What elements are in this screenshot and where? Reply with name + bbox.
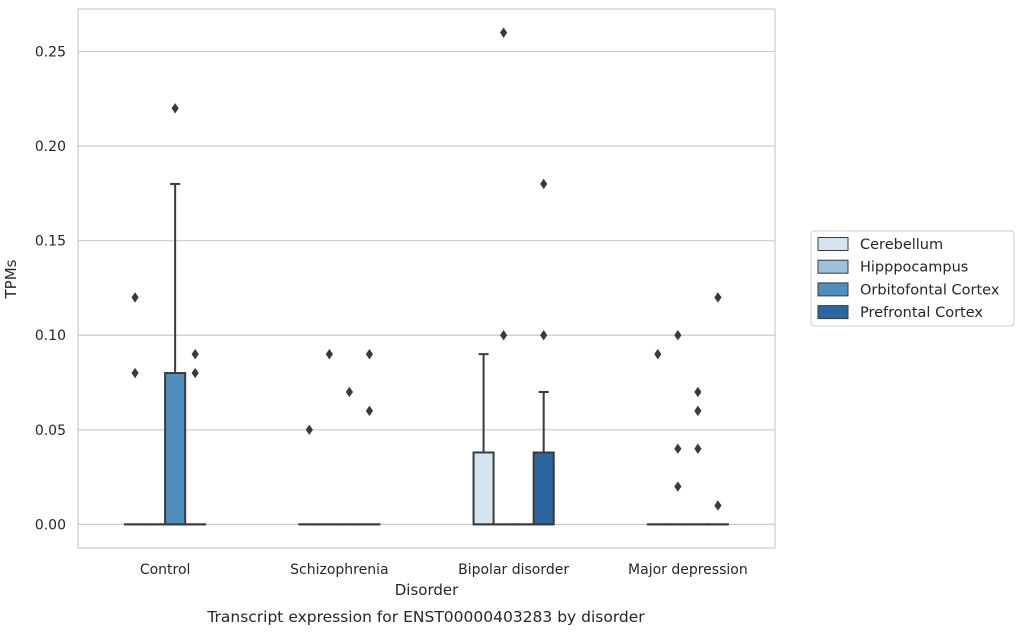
legend-label: Prefrontal Cortex [860, 305, 983, 321]
box-2-1 [338, 386, 361, 526]
y-tick-label: 0.05 [35, 423, 66, 439]
box-0-1 [298, 424, 321, 526]
box-1-3 [666, 330, 689, 526]
x-tick-labels: Control Schizophrenia Bipolar disorder Majo… [140, 562, 748, 578]
outlier-point [171, 103, 179, 114]
outlier-point [714, 500, 722, 511]
legend-label: Cerebellum [860, 237, 943, 253]
outlier-point [345, 386, 353, 398]
outlier-point [191, 348, 199, 360]
outlier-point [365, 348, 374, 360]
y-tick-label: 0.25 [35, 45, 66, 61]
legend-swatch [817, 282, 849, 297]
plot-frame [77, 8, 776, 549]
legend-label: Hipppocampus [860, 260, 968, 276]
box-body [472, 451, 495, 526]
box-0-2 [472, 353, 495, 526]
box-0-0 [124, 292, 147, 526]
box-body [532, 451, 555, 526]
legend-swatch [817, 237, 849, 251]
legend-swatch [817, 259, 849, 274]
legend-label: Orbitofontal Cortex [860, 282, 1000, 298]
x-tick-label: Schizophrenia [290, 562, 388, 578]
chart-title: Transcript expression for ENST0000040328… [206, 608, 645, 626]
box-plots [124, 27, 729, 526]
x-tick-label: Control [140, 562, 191, 578]
outlier-point [365, 405, 374, 417]
outlier-point [654, 348, 662, 360]
outlier-point [674, 481, 682, 492]
outlier-point [325, 348, 333, 360]
box-3-3 [706, 292, 729, 526]
y-tick-label: 0.15 [35, 234, 66, 250]
box-1-1 [318, 348, 341, 526]
outlier-point [305, 424, 313, 435]
y-tick-labels: 0.00 0.05 0.10 0.15 0.20 0.25 [35, 45, 66, 534]
box-2-3 [686, 386, 709, 526]
box-body [164, 372, 187, 526]
outlier-point [131, 292, 139, 303]
legend-swatch [817, 305, 849, 320]
box-0-3 [646, 348, 669, 526]
box-3-1 [358, 348, 381, 526]
box-3-0 [184, 348, 207, 526]
x-axis-label: Disorder [395, 581, 459, 599]
y-axis-label: TPMs [2, 259, 20, 299]
outlier-point [714, 292, 722, 303]
outlier-point [540, 178, 548, 190]
outlier-point [191, 367, 199, 379]
y-tick-label: 0.20 [35, 139, 66, 155]
box-2-0 [164, 103, 187, 526]
box-3-2 [532, 178, 555, 526]
outlier-point [500, 330, 508, 341]
outlier-point [694, 386, 702, 398]
outlier-point [131, 367, 139, 379]
outlier-point [540, 330, 548, 341]
legend-frame [810, 230, 1015, 327]
legend: Cerebellum Hipppocampus Orbitofontal Corte… [810, 230, 1015, 327]
box-1-2 [492, 27, 515, 526]
x-tick-label: Major depression [628, 562, 748, 578]
y-tick-label: 0.10 [35, 328, 66, 344]
outlier-point [500, 27, 508, 38]
x-tick-label: Bipolar disorder [458, 562, 569, 578]
outlier-point [694, 443, 702, 454]
outlier-point [694, 405, 702, 417]
y-tick-label: 0.00 [35, 517, 66, 533]
outlier-point [674, 330, 682, 341]
outlier-point [674, 443, 682, 454]
